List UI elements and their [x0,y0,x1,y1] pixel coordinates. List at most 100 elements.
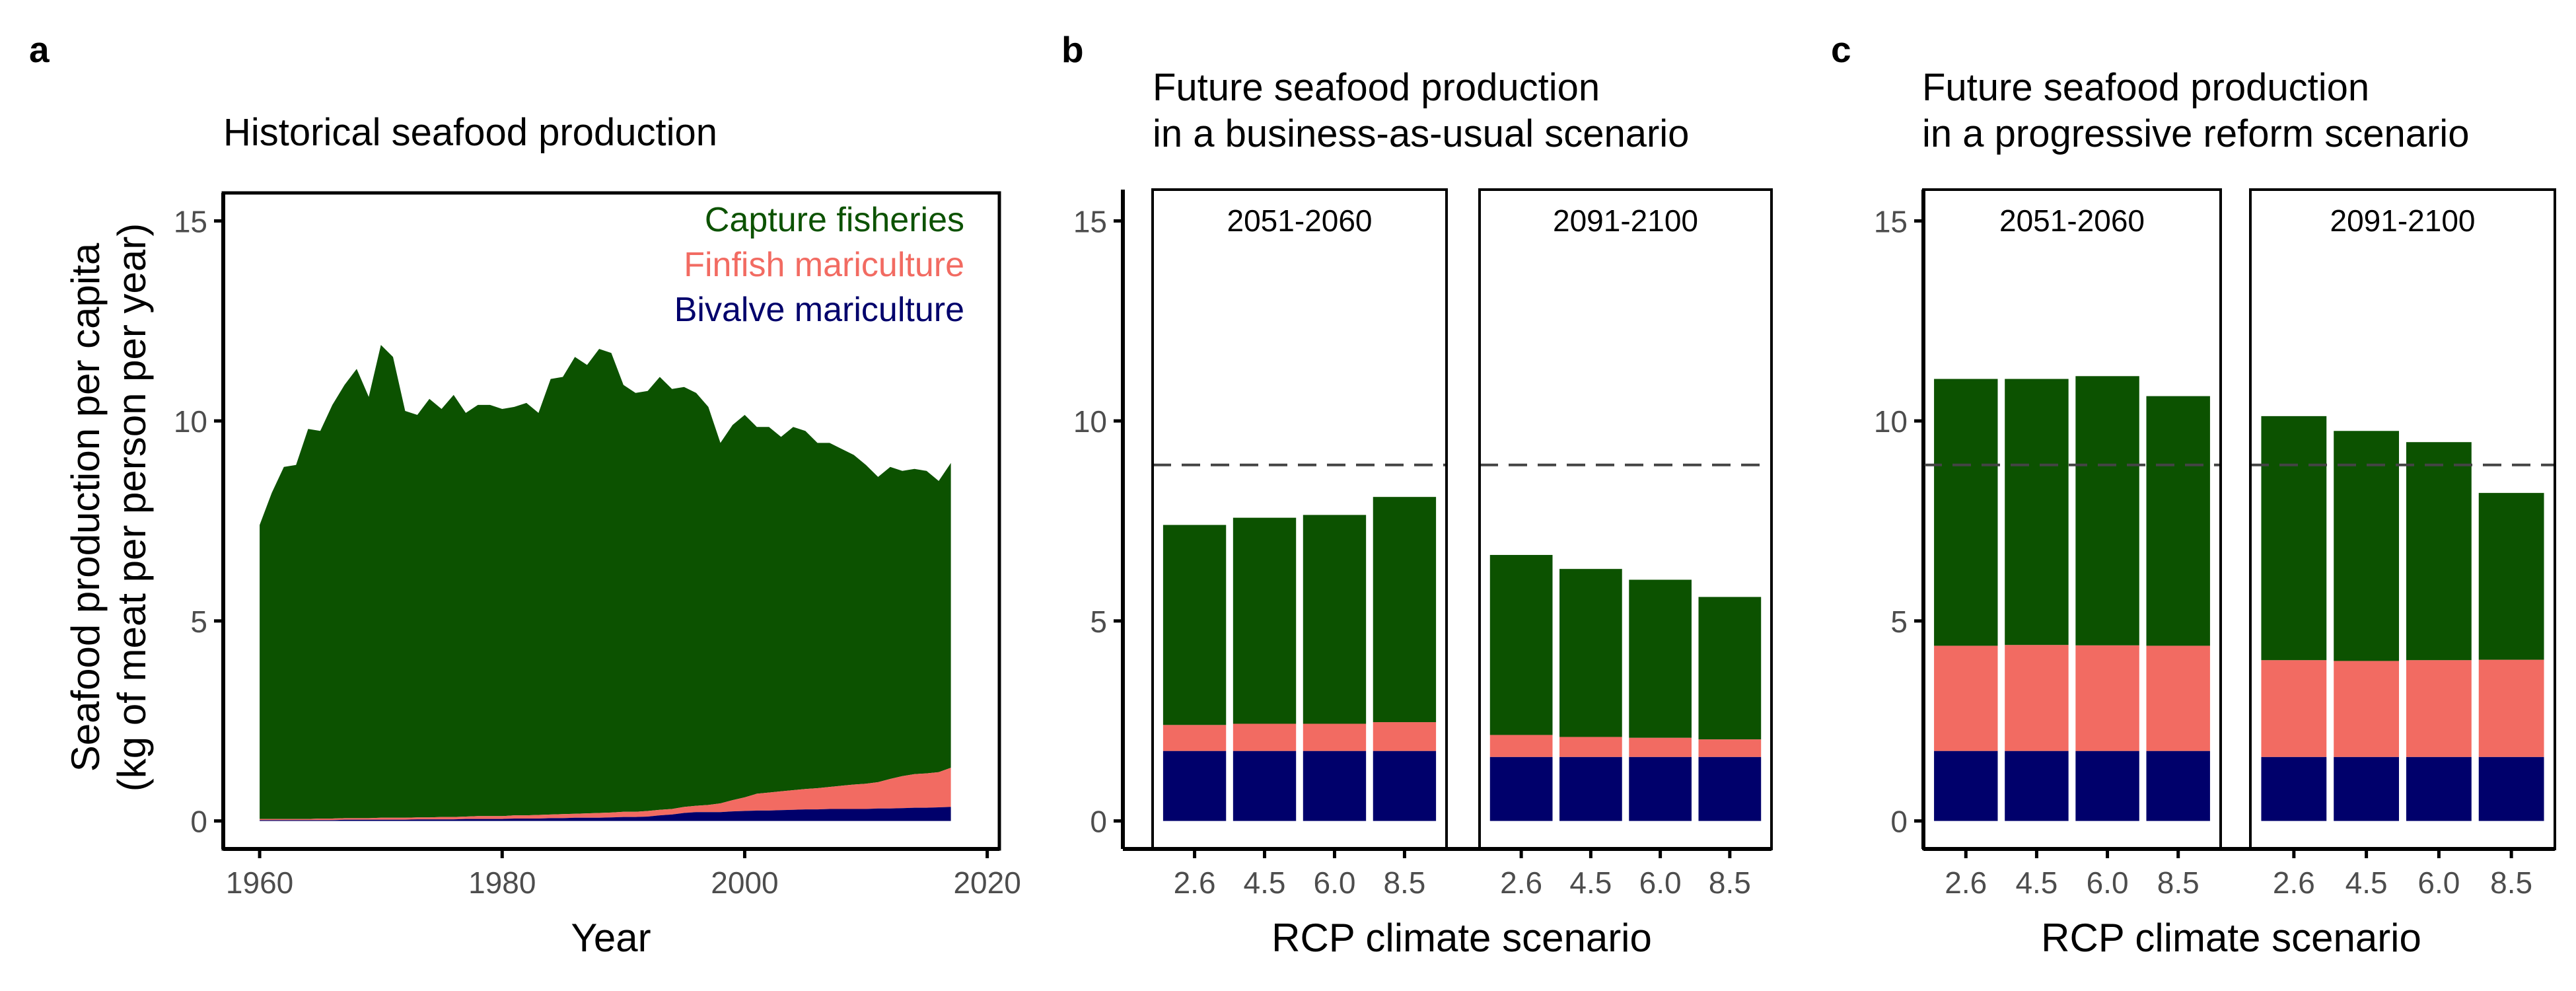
bar-finfish-2091-2100-rcp-6.0 [1629,737,1692,757]
legend-bivalve-mariculture: Bivalve mariculture [674,291,964,329]
panel-c: c Future seafood production in a progres… [1831,29,2556,960]
x-tick-label-2051-2060-6.0: 6.0 [1313,865,1355,900]
bar-capture-2051-2060-rcp-2.6 [1934,379,1998,646]
bar-bivalve-2091-2100-rcp-4.5 [1559,756,1622,821]
panel-a-x-tick-label-2000: 2000 [711,865,778,900]
panel-c-y-tick-label-0: 0 [1890,805,1908,839]
bar-finfish-2091-2100-rcp-8.5 [1698,739,1762,757]
bar-finfish-2091-2100-rcp-6.0 [2406,660,2472,757]
bar-bivalve-2091-2100-rcp-8.5 [2478,756,2544,821]
panel-a-x-tick-label-1980: 1980 [468,865,536,900]
bar-finfish-2091-2100-rcp-2.6 [2261,660,2327,757]
facet-strip-label-2091-2100: 2091-2100 [2330,203,2476,238]
bar-capture-2091-2100-rcp-6.0 [1629,579,1692,738]
x-tick-label-2051-2060-6.0: 6.0 [2087,865,2129,900]
panel-b-y-ticks: 0 5 10 15 [1073,204,1123,839]
bar-bivalve-2091-2100-rcp-6.0 [1629,756,1692,821]
bar-finfish-2051-2060-rcp-2.6 [1934,645,1998,751]
panel-b-title-line2: in a business-as-usual scenario [1153,112,1689,155]
panel-a-letter: a [29,29,50,70]
x-tick-label-2091-2100-2.6: 2.6 [2273,865,2315,900]
bar-bivalve-2051-2060-rcp-4.5 [1233,751,1297,821]
panel-a-y-tick-label-0: 0 [190,805,207,839]
panel-b-xlabel: RCP climate scenario [1271,916,1652,960]
panel-a-legend: Capture fisheries Finfish mariculture Bi… [674,201,964,329]
panel-a-areas [260,345,951,821]
x-tick-label-2091-2100-8.5: 8.5 [2490,865,2532,900]
facet-strip-label-2091-2100: 2091-2100 [1553,203,1698,238]
bar-capture-2051-2060-rcp-8.5 [1373,497,1437,723]
bar-bivalve-2051-2060-rcp-8.5 [1373,751,1437,821]
panel-c-y-tick-label-10: 10 [1874,404,1908,439]
area-capture-fisheries [260,345,951,819]
x-tick-label-2091-2100-4.5: 4.5 [2345,865,2388,900]
area-bivalve-mariculture [260,807,951,821]
facet-border-2051-2060 [1151,188,1448,850]
bar-bivalve-2051-2060-rcp-6.0 [1303,751,1367,821]
panel-c-letter: c [1831,29,1851,70]
panel-a-y-tick-label-10: 10 [174,404,207,439]
bar-capture-2091-2100-rcp-8.5 [2478,493,2544,660]
bar-finfish-2091-2100-rcp-8.5 [2478,659,2544,757]
panel-a-y-ticks: 0 5 10 15 [174,204,223,839]
bar-capture-2091-2100-rcp-6.0 [2406,442,2472,661]
panel-c-facets: 2.6 4.5 6.0 8.5 2051-2060 2.6 4.5 6.0 8.5 2091-21… [1922,188,2556,900]
panel-b-y-tick-label-0: 0 [1090,805,1107,839]
panel-a-x-tick-label-2020: 2020 [953,865,1020,900]
bar-capture-2051-2060-rcp-4.5 [1233,517,1297,724]
panel-b-y-tick-label-15: 15 [1073,204,1107,239]
bar-capture-2051-2060-rcp-6.0 [1303,515,1367,724]
facet-strip-label-2051-2060: 2051-2060 [1227,203,1373,238]
panel-b-facets: 2.6 4.5 6.0 8.5 2051-2060 2.6 4.5 6.0 8.5 2091-21… [1151,188,1773,900]
bar-bivalve-2051-2060-rcp-2.6 [1163,751,1227,821]
bar-finfish-2091-2100-rcp-2.6 [1489,735,1553,757]
panel-b-title-line1: Future seafood production [1153,66,1600,109]
panel-b-facet-2051-2060: 2.6 4.5 6.0 8.5 2051-2060 [1151,188,1448,900]
bar-finfish-2051-2060-rcp-6.0 [1303,723,1367,751]
panel-c-facet-2051-2060: 2.6 4.5 6.0 8.5 2051-2060 [1922,188,2222,900]
bar-capture-2091-2100-rcp-8.5 [1698,597,1762,740]
x-tick-label-2091-2100-4.5: 4.5 [1569,865,1612,900]
facet-border-2051-2060 [1922,188,2222,850]
legend-finfish-mariculture: Finfish mariculture [684,246,964,284]
x-tick-label-2091-2100-8.5: 8.5 [1709,865,1751,900]
panel-a-title: Historical seafood production [223,111,717,154]
legend-capture-fisheries: Capture fisheries [705,201,964,239]
bar-capture-2051-2060-rcp-2.6 [1163,525,1227,725]
panel-a-ylabel-line1: Seafood production per capita [63,242,108,772]
panel-a-ylabel-line2: (kg of meat per person per year) [110,223,154,791]
x-tick-label-2051-2060-2.6: 2.6 [1945,865,1987,900]
bar-finfish-2091-2100-rcp-4.5 [2334,661,2400,757]
bar-capture-2091-2100-rcp-4.5 [1559,569,1622,737]
bar-capture-2051-2060-rcp-4.5 [2005,379,2069,645]
x-tick-label-2051-2060-4.5: 4.5 [2015,865,2057,900]
panel-a-xlabel: Year [571,916,651,960]
panel-a-ylabel: Seafood production per capita (kg of mea… [63,223,154,791]
bar-finfish-2051-2060-rcp-2.6 [1163,725,1227,751]
x-tick-label-2051-2060-8.5: 8.5 [1383,865,1425,900]
panel-a-y-tick-label-15: 15 [174,204,207,239]
area-finfish-mariculture [260,768,951,821]
bar-finfish-2051-2060-rcp-8.5 [1373,722,1437,751]
bar-bivalve-2051-2060-rcp-4.5 [2005,751,2069,821]
bar-capture-2091-2100-rcp-4.5 [2334,431,2400,661]
bar-bivalve-2091-2100-rcp-2.6 [2261,756,2327,821]
x-tick-label-2091-2100-2.6: 2.6 [1500,865,1542,900]
bar-capture-2051-2060-rcp-6.0 [2075,376,2139,645]
facet-strip-label-2051-2060: 2051-2060 [1999,203,2145,238]
panel-b-letter: b [1061,29,1084,70]
facet-border-2091-2100 [2249,188,2556,850]
bar-capture-2051-2060-rcp-8.5 [2146,396,2210,646]
x-tick-label-2091-2100-6.0: 6.0 [2417,865,2460,900]
bar-finfish-2051-2060-rcp-4.5 [2005,645,2069,751]
facet-border-2091-2100 [1478,188,1773,850]
panel-c-y-tick-label-15: 15 [1874,204,1908,239]
panel-c-title-line2: in a progressive reform scenario [1922,112,2469,155]
bar-bivalve-2091-2100-rcp-4.5 [2334,756,2400,821]
panel-c-facet-2091-2100: 2.6 4.5 6.0 8.5 2091-2100 [2249,188,2556,900]
bar-bivalve-2091-2100-rcp-8.5 [1698,756,1762,821]
panel-a-x-ticks: 1960 1980 2000 2020 [226,849,1021,900]
panel-a: a Historical seafood production Seafood … [29,29,1021,960]
panel-c-y-ticks: 0 5 10 15 [1874,204,1923,839]
